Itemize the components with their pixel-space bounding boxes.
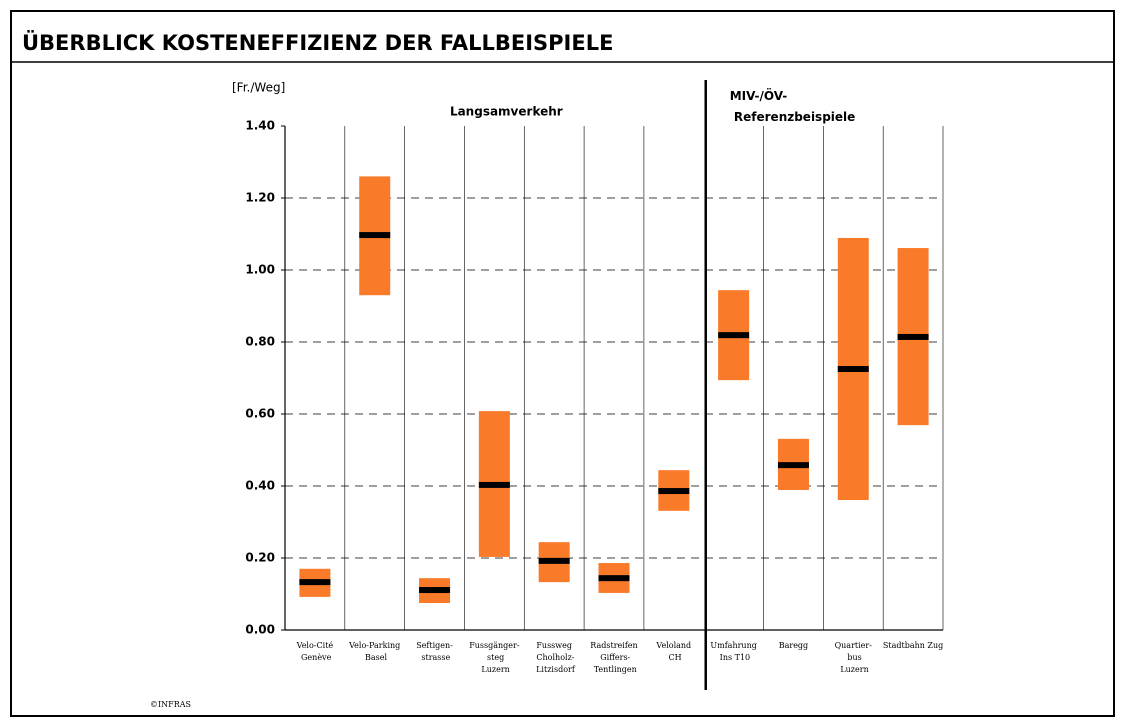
x-tick-label: Stadtbahn Zug xyxy=(883,641,943,650)
x-tick-label: Quartier- bus Luzern xyxy=(835,641,873,674)
y-tick-label: 0.80 xyxy=(245,335,275,349)
chart-title: ÜBERBLICK KOSTENEFFIZIENZ DER FALLBEISPI… xyxy=(22,30,613,55)
source: ©INFRAS xyxy=(150,700,191,709)
y-tick-label: 0.00 xyxy=(245,623,275,637)
mid-marker xyxy=(897,333,929,340)
x-tick-label: Fussweg Cholholz- Litzisdorf xyxy=(534,641,576,674)
y-axis-label: [Fr./Weg] xyxy=(232,81,285,95)
mid-marker xyxy=(538,557,570,564)
mid-marker xyxy=(777,462,809,469)
mid-marker xyxy=(837,366,869,372)
x-tick-label: Seftigen- strasse xyxy=(416,641,453,662)
mid-marker xyxy=(299,579,331,586)
mid-marker xyxy=(419,587,451,594)
mid-marker xyxy=(598,575,630,582)
y-tick-label: 0.60 xyxy=(245,407,275,421)
x-tick-label: Radstreifen Giffers- Tentlingen xyxy=(590,641,637,674)
y-tick-label: 0.40 xyxy=(245,479,275,493)
frame xyxy=(10,10,1115,717)
y-tick-label: 1.00 xyxy=(245,263,275,277)
y-tick-label: 1.20 xyxy=(245,191,275,205)
x-tick-label: Veloland CH xyxy=(655,641,691,662)
x-tick-label: Baregg xyxy=(779,641,808,650)
x-tick-label: Fussgänger- steg Luzern xyxy=(469,641,520,674)
mid-marker xyxy=(658,488,690,495)
x-tick-label: Velo-Parking Basel xyxy=(348,641,400,662)
y-tick-label: 1.40 xyxy=(245,119,275,133)
mid-marker xyxy=(478,481,510,488)
group-label: MIV-/ÖV- Referenzbeispiele xyxy=(730,88,856,124)
group-label: Langsamverkehr xyxy=(450,105,563,119)
y-tick-label: 0.20 xyxy=(245,551,275,565)
mid-marker xyxy=(359,232,391,239)
x-tick-label: Umfahrung Ins T10 xyxy=(710,641,756,662)
mid-marker xyxy=(718,332,750,339)
x-tick-label: Velo-Cité Genève xyxy=(296,641,334,662)
